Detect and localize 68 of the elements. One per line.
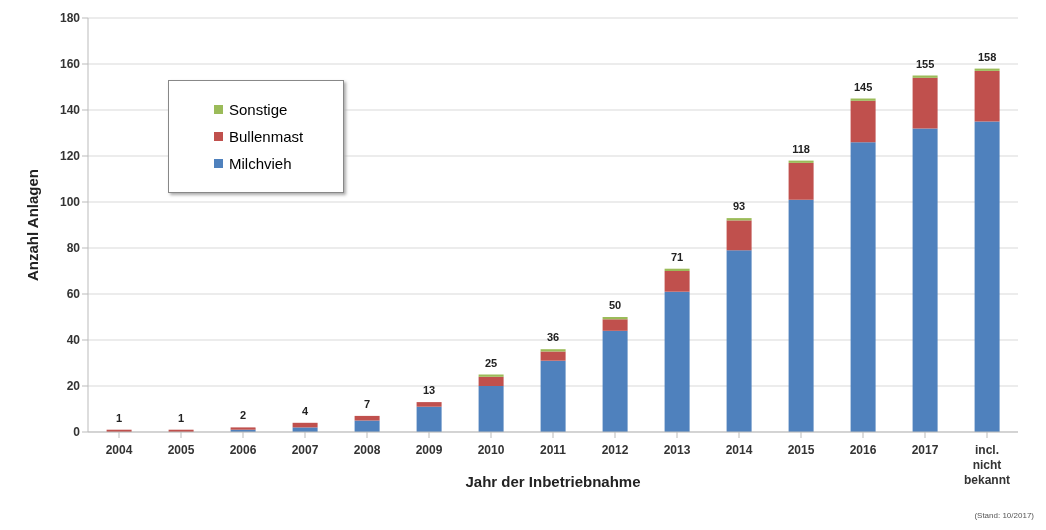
x-tick-label: 2007 (291, 443, 319, 457)
bar (912, 77, 938, 129)
y-tick-label: 40 (66, 333, 81, 348)
bar (912, 128, 938, 432)
total-label: 145 (853, 80, 873, 93)
bar (788, 199, 814, 432)
total-label: 158 (977, 50, 997, 63)
bar (726, 220, 752, 251)
y-tick-label: 80 (66, 241, 81, 256)
total-label: 118 (792, 142, 810, 155)
total-label: 7 (364, 397, 371, 410)
x-tick-label: 2010 (477, 443, 505, 457)
legend-label: Milchvieh (229, 155, 292, 172)
bar (850, 142, 876, 432)
x-tick-label: incl. nicht bekannt (963, 443, 1011, 487)
total-label: 71 (670, 250, 684, 263)
bar (850, 100, 876, 143)
total-label: 93 (732, 200, 746, 213)
y-tick-label: 0 (73, 425, 81, 440)
bar (664, 271, 690, 292)
bar (540, 351, 566, 361)
total-label: 25 (484, 356, 498, 369)
x-tick-label: 2005 (167, 443, 195, 457)
total-label: 36 (546, 331, 560, 344)
x-tick-label: 2013 (663, 443, 691, 457)
bar (726, 250, 752, 432)
bar (540, 360, 566, 432)
y-tick-label: 160 (59, 57, 81, 72)
x-tick-label: 2017 (911, 443, 939, 457)
total-label: 4 (302, 404, 310, 417)
bar (416, 406, 442, 432)
legend-label: Bullenmast (229, 128, 304, 145)
total-label: 2 (240, 409, 247, 422)
x-tick-label: 2014 (725, 443, 753, 457)
bar (788, 162, 814, 200)
text: (Stand: 10/2017) (974, 511, 1034, 520)
y-tick-label: 140 (59, 103, 81, 118)
total-label: 50 (608, 299, 622, 311)
total-label: 155 (915, 57, 935, 70)
bar (478, 376, 504, 386)
x-tick-label: 2004 (105, 443, 133, 457)
y-tick-label: 60 (66, 287, 81, 302)
bar (540, 349, 566, 352)
bar (974, 70, 1000, 122)
bar (602, 319, 628, 331)
x-tick-label: 2009 (415, 443, 443, 457)
x-tick-label: 2008 (353, 443, 381, 457)
bar (416, 402, 442, 407)
x-tick-label: 2006 (229, 443, 257, 457)
bar (478, 386, 504, 432)
x-tick-label: 2012 (601, 443, 629, 457)
y-tick-label: 120 (59, 149, 81, 164)
y-axis-title: Anzahl Anlagen (24, 169, 42, 281)
y-tick-label: 20 (66, 379, 81, 394)
x-axis-title: Jahr der Inbetriebnahme (465, 473, 641, 490)
legend-label: Sonstige (229, 101, 288, 118)
x-tick-label: 2016 (849, 443, 877, 457)
bar (354, 415, 380, 421)
total-label: 1 (178, 411, 185, 424)
bar (602, 330, 628, 432)
bar (664, 291, 690, 432)
total-label: 13 (422, 384, 436, 397)
total-label: 1 (116, 411, 123, 424)
x-tick-label: 2011 (539, 443, 567, 457)
y-tick-label: 100 (59, 195, 81, 210)
y-tick-label: 180 (59, 11, 81, 26)
bar (974, 121, 1000, 432)
x-tick-label: 2015 (787, 443, 815, 457)
